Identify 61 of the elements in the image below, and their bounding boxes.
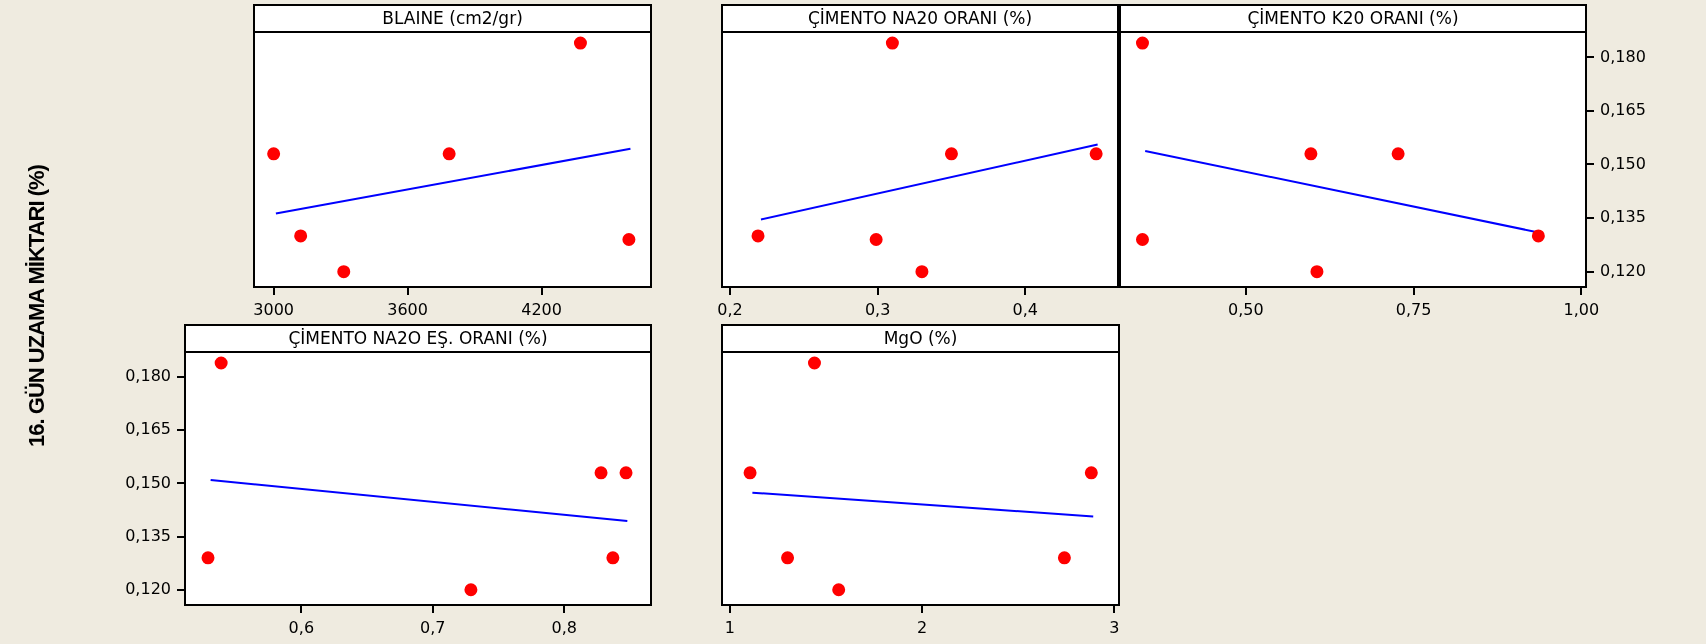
x-tick-label: 0,8 — [551, 617, 577, 637]
point — [1084, 466, 1098, 480]
point — [743, 466, 757, 480]
point — [1135, 36, 1149, 50]
chart-title: ÇİMENTO K20 ORANI (%) — [1247, 7, 1459, 28]
point — [915, 265, 929, 279]
y-tick-label: 0,135 — [125, 525, 171, 545]
x-tick-label: 0,7 — [420, 617, 446, 637]
point — [267, 147, 281, 161]
chart-title: MgO (%) — [883, 327, 958, 348]
x-tick-label: 3 — [1109, 617, 1120, 637]
point — [201, 551, 215, 565]
point — [944, 147, 958, 161]
y-tick-label: 0,180 — [125, 366, 171, 386]
x-tick-label: 0,4 — [1012, 299, 1038, 319]
chart-title: BLAINE (cm2/gr) — [382, 7, 523, 28]
point — [1089, 147, 1103, 161]
point — [1304, 147, 1318, 161]
point — [1531, 229, 1545, 243]
point — [885, 36, 899, 50]
point — [1057, 551, 1071, 565]
chart-title: ÇİMENTO NA2O EŞ. ORANI (%) — [288, 327, 548, 348]
y-tick-label: 0,120 — [125, 578, 171, 598]
chart-title: ÇİMENTO NA20 ORANI (%) — [807, 7, 1033, 28]
y-axis-title: 16. GÜN UZAMA MİKTARI (%) — [24, 165, 50, 447]
x-tick-label: 1,00 — [1563, 299, 1600, 319]
point — [464, 583, 478, 597]
point — [214, 356, 228, 370]
y2-tick-label: 0,150 — [1600, 153, 1646, 173]
y2-tick-label: 0,180 — [1600, 46, 1646, 66]
point — [337, 265, 351, 279]
x-tick-label: 2 — [917, 617, 928, 637]
x-tick-label: 4200 — [521, 299, 562, 319]
y2-tick-label: 0,165 — [1600, 100, 1646, 120]
point — [807, 356, 821, 370]
point — [832, 583, 846, 597]
point — [869, 233, 883, 246]
point — [1310, 265, 1324, 279]
point — [294, 229, 308, 243]
x-tick-label: 0,3 — [864, 299, 891, 319]
point — [1391, 147, 1405, 161]
x-tick-label: 1 — [724, 617, 735, 637]
x-tick-label: 3000 — [253, 299, 295, 319]
point — [442, 147, 456, 161]
point — [781, 551, 795, 565]
y-tick-label: 0,165 — [125, 419, 171, 439]
point — [751, 229, 765, 243]
y2-tick-label: 0,120 — [1600, 260, 1646, 280]
x-tick-label: 0,6 — [288, 617, 315, 637]
point — [619, 466, 633, 480]
y2-tick-label: 0,135 — [1600, 207, 1646, 227]
x-tick-label: 0,75 — [1395, 299, 1432, 319]
y-tick-label: 0,150 — [125, 472, 171, 492]
x-tick-label: 0,2 — [717, 299, 743, 319]
x-tick-label: 3600 — [387, 299, 428, 319]
point — [622, 233, 636, 246]
point — [606, 551, 620, 565]
point — [594, 466, 608, 480]
point — [573, 36, 587, 50]
point — [1135, 233, 1149, 246]
x-tick-label: 0,50 — [1228, 299, 1264, 319]
